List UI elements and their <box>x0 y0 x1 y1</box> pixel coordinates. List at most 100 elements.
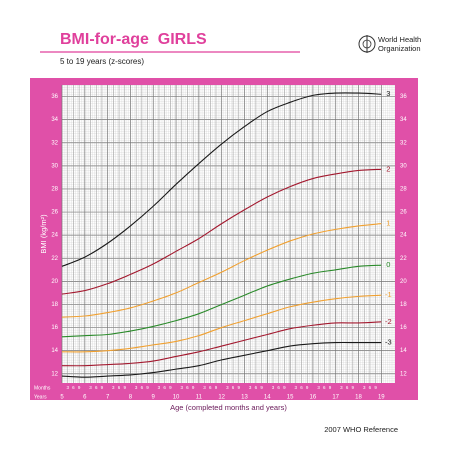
line-series <box>61 223 382 318</box>
month-tick-label: 3 <box>363 385 366 390</box>
x-tick-label: 11 <box>196 395 203 401</box>
month-tick-label: 6 <box>323 385 326 390</box>
line-series <box>61 341 382 378</box>
y-tick-label: 12 <box>400 371 407 377</box>
series-label: -2 <box>385 317 392 326</box>
month-tick-label: 9 <box>215 385 218 390</box>
month-tick-label: 3 <box>272 385 275 390</box>
y-tick-label: 22 <box>400 256 407 262</box>
y-tick-label: 34 <box>51 117 58 123</box>
month-tick-label: 6 <box>346 385 349 390</box>
y-tick-label: 36 <box>51 94 58 100</box>
x-tick-label: 14 <box>264 395 271 401</box>
month-tick-label: 3 <box>226 385 229 390</box>
month-tick-label: 6 <box>277 385 280 390</box>
x-axis-label: Age (completed months and years) <box>170 403 287 412</box>
series-label: -1 <box>385 290 392 299</box>
month-tick-label: 9 <box>169 385 172 390</box>
month-tick-label: 3 <box>203 385 206 390</box>
x-tick-label: 15 <box>287 395 294 401</box>
y-tick-label: 32 <box>51 140 58 146</box>
y-tick-label: 28 <box>51 187 58 193</box>
x-tick-label: 7 <box>106 395 110 401</box>
month-row-label: Months <box>34 385 51 391</box>
line-series <box>61 168 382 295</box>
x-tick-label: 19 <box>378 395 385 401</box>
x-tick-label: 16 <box>310 395 317 401</box>
month-tick-label: 9 <box>260 385 263 390</box>
series-label: 2 <box>386 164 390 173</box>
month-tick-label: 9 <box>78 385 81 390</box>
y-tick-label: 16 <box>51 325 58 331</box>
y-axis-label: BMI (kg/m²) <box>39 214 48 254</box>
y-tick-label: 20 <box>51 279 58 285</box>
minor-grid <box>62 85 395 383</box>
series-label: 3 <box>386 89 390 98</box>
month-tick-label: 9 <box>238 385 241 390</box>
month-tick-label: 3 <box>112 385 115 390</box>
y-tick-label: 30 <box>400 163 407 169</box>
y-tick-label: 30 <box>51 163 58 169</box>
month-tick-label: 3 <box>66 385 69 390</box>
month-tick-label: 9 <box>192 385 195 390</box>
y-tick-label: 24 <box>51 233 58 239</box>
month-tick-label: 9 <box>101 385 104 390</box>
y-tick-label: 16 <box>400 325 407 331</box>
month-tick-label: 9 <box>374 385 377 390</box>
line-series <box>61 294 382 353</box>
x-tick-label: 8 <box>129 395 133 401</box>
logo-text: Organization <box>378 44 421 53</box>
month-tick-label: 6 <box>255 385 258 390</box>
month-tick-label: 9 <box>283 385 286 390</box>
y-tick-label: 22 <box>51 256 58 262</box>
x-tick-label: 10 <box>173 395 180 401</box>
month-tick-label: 9 <box>146 385 149 390</box>
month-tick-label: 6 <box>369 385 372 390</box>
month-tick-label: 3 <box>295 385 298 390</box>
month-tick-label: 6 <box>72 385 75 390</box>
month-tick-label: 3 <box>89 385 92 390</box>
series-label: 0 <box>386 260 390 269</box>
y-tick-label: 18 <box>51 302 58 308</box>
logo-text: World Health <box>378 35 421 44</box>
who-logo <box>358 35 376 53</box>
month-tick-label: 3 <box>180 385 183 390</box>
x-tick-label: 13 <box>241 395 248 401</box>
month-tick-label: 6 <box>300 385 303 390</box>
x-tick-label: 18 <box>355 395 362 401</box>
y-tick-label: 26 <box>400 210 407 216</box>
y-tick-label: 18 <box>400 302 407 308</box>
month-tick-label: 6 <box>95 385 98 390</box>
y-tick-label: 24 <box>400 233 407 239</box>
series-label: -3 <box>385 338 392 347</box>
month-tick-label: 6 <box>163 385 166 390</box>
month-tick-label: 3 <box>249 385 252 390</box>
month-tick-label: 3 <box>135 385 138 390</box>
y-tick-label: 34 <box>400 117 407 123</box>
month-tick-label: 6 <box>118 385 121 390</box>
line-series <box>61 92 382 267</box>
month-tick-label: 6 <box>186 385 189 390</box>
line-series <box>61 264 382 338</box>
x-tick-label: 17 <box>332 395 339 401</box>
y-tick-label: 28 <box>400 187 407 193</box>
month-tick-label: 9 <box>329 385 332 390</box>
month-tick-label: 6 <box>232 385 235 390</box>
month-tick-label: 9 <box>306 385 309 390</box>
line-series <box>61 321 382 367</box>
x-tick-label: 9 <box>152 395 156 401</box>
y-tick-label: 14 <box>51 348 58 354</box>
month-tick-label: 6 <box>141 385 144 390</box>
month-tick-label: 3 <box>340 385 343 390</box>
chart-title: BMI-for-age GIRLS <box>60 31 207 48</box>
year-row-label: Years <box>34 394 47 400</box>
y-tick-label: 14 <box>400 348 407 354</box>
month-tick-label: 3 <box>158 385 161 390</box>
x-tick-label: 12 <box>218 395 225 401</box>
y-tick-label: 20 <box>400 279 407 285</box>
footnote: 2007 WHO Reference <box>324 425 398 434</box>
x-tick-label: 6 <box>83 395 87 401</box>
month-tick-label: 6 <box>209 385 212 390</box>
